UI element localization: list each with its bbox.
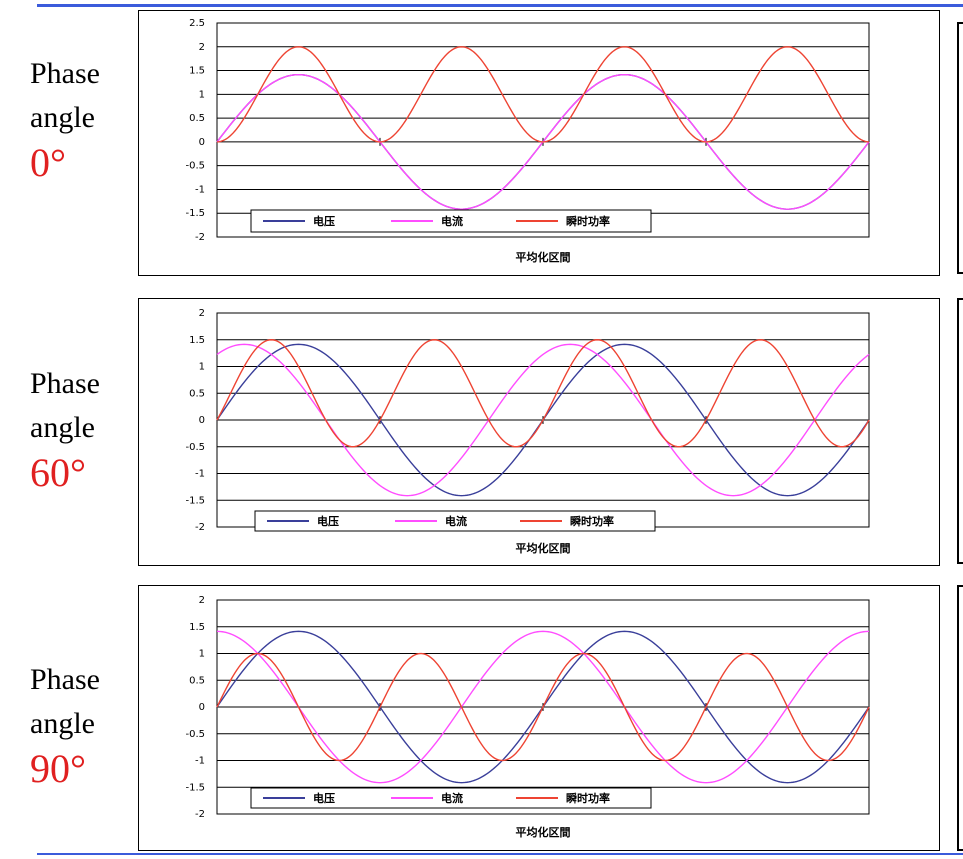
y-tick-label: 2 [199,42,205,53]
top-divider [37,4,963,7]
legend-label-1: 电流 [445,514,467,528]
angle-word: angle [30,101,95,134]
legend-label-1: 电流 [441,214,463,228]
y-tick-label: -1 [195,184,205,195]
phase-degree: 60° [30,450,86,495]
y-tick-label: -0.5 [185,729,205,740]
legend-label-0: 电压 [317,514,339,528]
y-tick-label: 0.5 [189,113,205,124]
series-line-2 [216,339,870,448]
bottom-divider [37,853,963,855]
y-tick-label: 0.5 [189,388,205,399]
phase-label-0: Phase angle 0° [30,52,140,186]
y-tick-label: -1.5 [185,495,205,506]
legend-box [250,209,652,233]
y-tick-label: -2 [195,809,205,820]
x-axis-label: 平均化区間 [516,825,571,839]
legend-label-2: 瞬时功率 [570,514,614,528]
y-tick-label: -2 [195,522,205,533]
angle-word: angle [30,411,95,444]
legend-label-2: 瞬时功率 [566,214,610,228]
y-tick-label: 2 [199,595,205,606]
y-tick-label: 1.5 [189,335,205,346]
legend-label-1: 电流 [441,791,463,805]
series-line-2 [216,652,870,762]
y-tick-label: 0 [199,702,205,713]
y-tick-label: 1 [199,89,205,100]
x-axis-label: 平均化区間 [516,250,571,264]
legend-box [250,787,652,809]
y-tick-label: -1.5 [185,782,205,793]
chart-panel-0: 2.5 2 1.5 1 0.5 0 -0.5 -1 -1.5 -2 电压 电流 瞬时功率平均化区間 [138,10,940,276]
y-tick-label: 2.5 [189,18,205,29]
legend-label-2: 瞬时功率 [566,791,610,805]
x-axis-label: 平均化区間 [516,541,571,555]
y-tick-label: -0.5 [185,442,205,453]
cropped-table-edge [957,585,963,851]
y-tick-label: 1 [199,649,205,660]
legend-label-0: 电压 [313,791,335,805]
legend-box [254,510,656,532]
series-line-1 [216,630,870,784]
phase-degree: 90° [30,746,86,791]
chart-panel-60: 2 1.5 1 0.5 0 -0.5 -1 -1.5 -2 电压 电流 瞬时功率平均化区間 [138,298,940,566]
plot-area [216,22,870,238]
phase-label-90: Phase angle 90° [30,658,140,792]
angle-word: angle [30,707,95,740]
y-tick-label: 0 [199,415,205,426]
phase-label-60: Phase angle 60° [30,362,140,496]
y-tick-label: 2 [199,308,205,319]
series-line-2 [216,46,870,143]
cropped-table-edge [957,22,963,274]
phase-degree: 0° [30,140,66,185]
legend-label-0: 电压 [313,214,335,228]
phase-word: Phase [30,367,100,400]
cropped-table-edge [957,298,963,564]
phase-word: Phase [30,663,100,696]
y-tick-label: 0.5 [189,675,205,686]
y-tick-label: -1 [195,469,205,480]
chart-panel-90: 2 1.5 1 0.5 0 -0.5 -1 -1.5 -2 电压 电流 瞬时功率平均化区間 [138,585,940,851]
y-tick-label: -1 [195,756,205,767]
phase-word: Phase [30,57,100,90]
y-tick-label: -2 [195,232,205,243]
y-tick-label: -1.5 [185,208,205,219]
y-tick-label: 1 [199,362,205,373]
y-tick-label: 1.5 [189,622,205,633]
y-tick-label: 1.5 [189,66,205,77]
y-tick-label: 0 [199,137,205,148]
y-tick-label: -0.5 [185,161,205,172]
